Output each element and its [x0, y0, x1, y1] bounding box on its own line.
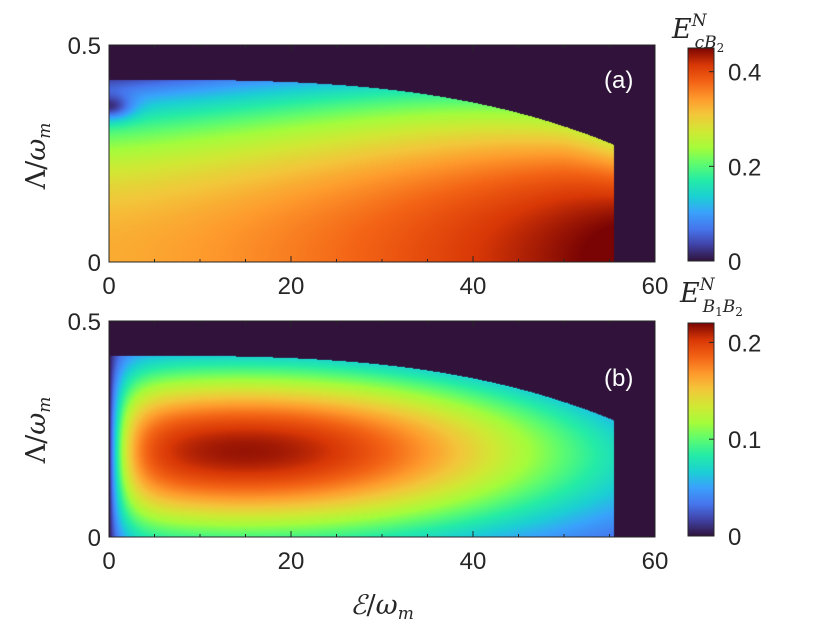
- colorbar-title-b: EN B1B2: [679, 275, 743, 319]
- colorbar-tick-label-b: 0.2: [728, 330, 761, 357]
- x-tick-label-a: 0: [102, 273, 115, 300]
- y-tick-label-a: 0: [88, 250, 101, 277]
- y-tick-label-a: 0.5: [68, 33, 101, 60]
- colorbar-ticks-b: 0 0.1 0.2: [709, 330, 761, 551]
- heatmap-b-image: [109, 321, 655, 537]
- x-axis-label: ℰ/ωm: [350, 590, 414, 624]
- heatmap-a-image: [109, 45, 655, 262]
- x-tick-label-b: 40: [460, 548, 487, 575]
- y-axis-label-b: Λ/ωm: [21, 397, 55, 465]
- colorbar-ticks-a: 0 0.2 0.4: [709, 60, 761, 276]
- colorbar-a: [687, 47, 715, 262]
- panel-label-b: (b): [604, 365, 633, 392]
- panel-a: 0 20 40 60 00.5 (a) Λ/ωm 00.20.4 EN cB2: [21, 11, 761, 300]
- y-ticks-b: 00.5: [68, 309, 655, 552]
- colorbar-tick-label-a: 0.2: [728, 154, 761, 181]
- x-tick-label-b: 0: [102, 548, 115, 575]
- colorbar-tick-label-a: 0.4: [728, 60, 761, 87]
- x-ticks-b: 0 20 40 60: [102, 321, 668, 575]
- x-tick-label-b: 20: [278, 548, 305, 575]
- y-ticks-a: 00.5: [68, 33, 655, 277]
- colorbar-title-a: EN cB2: [671, 11, 724, 55]
- panel-b: 0 20 40 60 00.5 (b) Λ/ωm 00.10.2 EN B1B2: [21, 275, 761, 575]
- panel-label-a: (a): [604, 67, 633, 94]
- x-tick-label-a: 20: [278, 273, 305, 300]
- colorbar-tick-label-b: 0: [728, 524, 741, 551]
- x-ticks-a: 0 20 40 60: [102, 45, 668, 300]
- y-tick-label-b: 0: [88, 525, 101, 552]
- colorbar-tick-label-a: 0: [728, 249, 741, 276]
- y-axis-label-a: Λ/ωm: [21, 123, 55, 191]
- colorbar-b: [687, 322, 715, 537]
- x-tick-label-a: 60: [642, 273, 669, 300]
- x-tick-label-b: 60: [642, 548, 669, 575]
- y-tick-label-b: 0.5: [68, 309, 101, 336]
- x-tick-label-a: 40: [460, 273, 487, 300]
- colorbar-tick-label-b: 0.1: [728, 427, 761, 454]
